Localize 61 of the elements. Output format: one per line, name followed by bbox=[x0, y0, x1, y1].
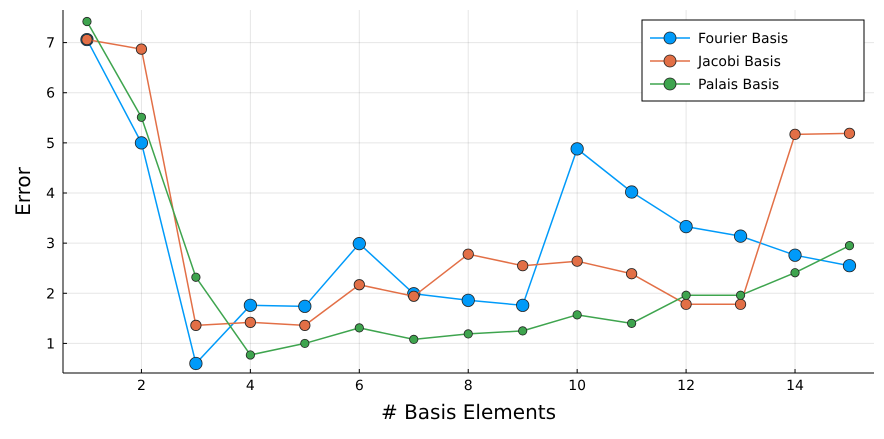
point bbox=[246, 350, 255, 360]
point bbox=[679, 220, 693, 234]
point bbox=[354, 323, 364, 332]
point bbox=[134, 136, 148, 150]
point bbox=[300, 338, 310, 348]
point bbox=[626, 268, 638, 280]
point bbox=[572, 256, 583, 267]
point bbox=[625, 185, 638, 199]
point bbox=[462, 248, 474, 260]
x-tick-label: 12 bbox=[677, 378, 696, 394]
x-tick-label: 10 bbox=[568, 378, 586, 394]
point bbox=[298, 300, 312, 313]
point bbox=[82, 16, 92, 26]
y-axis-title: Error bbox=[11, 166, 35, 216]
x-tick-label: 4 bbox=[246, 378, 255, 394]
point bbox=[734, 230, 748, 243]
y-tick-label: 7 bbox=[46, 36, 55, 52]
point bbox=[190, 320, 202, 331]
point bbox=[191, 272, 200, 282]
point bbox=[352, 237, 366, 250]
x-tick-label: 6 bbox=[354, 378, 364, 394]
point bbox=[517, 260, 528, 272]
point bbox=[244, 298, 257, 312]
point bbox=[734, 298, 746, 310]
y-tick-label: 6 bbox=[46, 86, 56, 102]
y-tick-label: 3 bbox=[46, 236, 55, 252]
legend-label: Fourier Basis bbox=[698, 31, 788, 47]
point bbox=[570, 142, 584, 156]
legend-label: Jacobi Basis bbox=[697, 54, 781, 70]
point bbox=[516, 298, 530, 312]
x-tick-label: 14 bbox=[786, 378, 804, 394]
point bbox=[788, 248, 802, 262]
point bbox=[136, 44, 148, 55]
point bbox=[627, 318, 636, 328]
point bbox=[790, 268, 800, 278]
point bbox=[354, 279, 365, 290]
point bbox=[518, 326, 528, 336]
y-tick-label: 1 bbox=[46, 336, 55, 352]
point bbox=[189, 356, 202, 370]
point bbox=[680, 298, 692, 310]
point bbox=[244, 316, 256, 328]
point bbox=[462, 294, 475, 307]
point bbox=[842, 259, 856, 272]
point bbox=[136, 112, 146, 122]
y-tick-label: 2 bbox=[46, 286, 55, 302]
point bbox=[464, 329, 473, 338]
point bbox=[299, 320, 310, 331]
point bbox=[844, 128, 856, 139]
point bbox=[844, 241, 854, 250]
y-tick-label: 5 bbox=[46, 136, 55, 152]
point bbox=[736, 290, 746, 300]
x-tick-label: 8 bbox=[464, 378, 473, 394]
point bbox=[409, 334, 418, 344]
x-tick-label: 2 bbox=[136, 378, 146, 394]
point bbox=[572, 310, 582, 320]
legend-label: Palais Basis bbox=[698, 77, 780, 93]
point bbox=[681, 290, 691, 300]
point bbox=[408, 290, 420, 302]
x-axis-title: # Basis Elements bbox=[380, 400, 556, 424]
y-tick-label: 4 bbox=[46, 186, 56, 202]
point bbox=[789, 128, 801, 140]
